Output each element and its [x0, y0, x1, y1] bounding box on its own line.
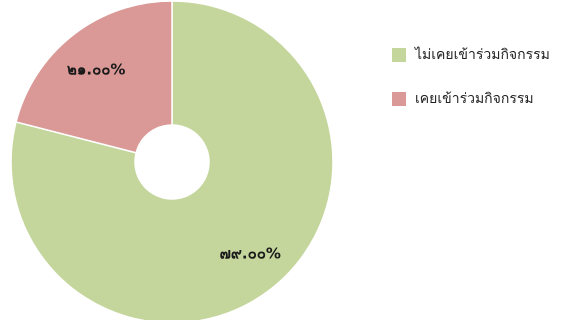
- legend-swatch-participated: [392, 92, 406, 106]
- slice-data-label-0: ๗๙.๐๐%: [220, 245, 281, 263]
- legend-item-never-participated: ไม่เคยเข้าร่วมกิจกรรม: [392, 43, 587, 67]
- chart-legend: ไม่เคยเข้าร่วมกิจกรรม เคยเข้าร่วมกิจกรรม: [392, 43, 587, 131]
- legend-swatch-never-participated: [392, 48, 406, 62]
- pie-slice-0: [10, 0, 334, 320]
- pie-slice-1: [15, 0, 173, 154]
- slice-data-label-1: ๒๑.๐๐%: [67, 61, 125, 79]
- legend-item-participated: เคยเข้าร่วมกิจกรรม: [392, 87, 587, 111]
- legend-label-participated: เคยเข้าร่วมกิจกรรม: [415, 91, 534, 107]
- legend-label-never-participated: ไม่เคยเข้าร่วมกิจกรรม: [415, 47, 550, 63]
